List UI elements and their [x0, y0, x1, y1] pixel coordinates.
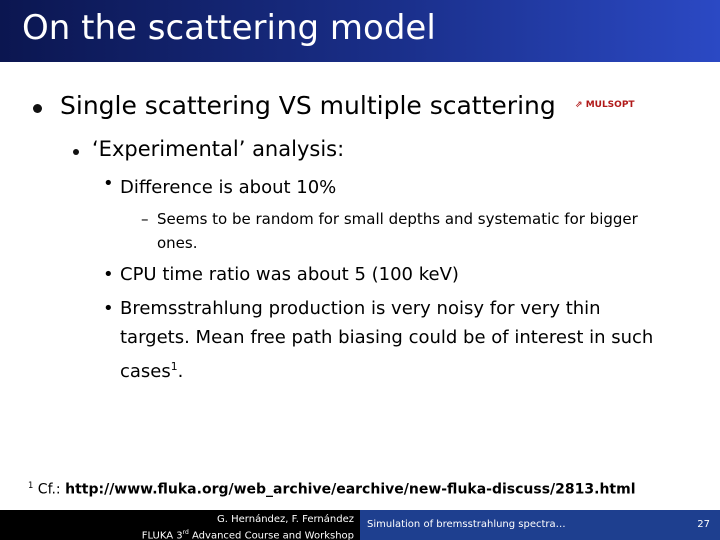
page-number: 27: [697, 519, 710, 530]
bullet: [73, 149, 79, 155]
title-bar: [0, 0, 720, 62]
bullet: •: [103, 264, 114, 285]
text: rd: [182, 529, 189, 536]
text: Advanced Course and Workshop: [188, 530, 354, 540]
bullet: •: [103, 298, 114, 319]
footer-right: Simulation of bremsstrahlung spectra… 27: [360, 510, 720, 540]
bullet-text: Difference is about 10%: [120, 177, 337, 198]
bullet: –: [141, 210, 149, 228]
text: Bremsstrahlung production is very noisy …: [120, 298, 654, 382]
text: FLUKA 3: [141, 530, 183, 540]
logo: ⇗ MULSOPT: [575, 100, 635, 110]
bullet-text: Bremsstrahlung production is very noisy …: [120, 294, 660, 386]
footnote-mark: 1: [28, 480, 34, 490]
footnote-url: http://www.fluka.org/web_archive/earchiv…: [65, 481, 636, 498]
bullet-text: ‘Experimental’ analysis:: [92, 137, 345, 161]
bullet-text: CPU time ratio was about 5 (100 keV): [120, 264, 459, 285]
bullet-text: Single scattering VS multiple scattering: [60, 91, 556, 120]
footer-title: Simulation of bremsstrahlung spectra…: [367, 519, 566, 530]
logo-text: MULSOPT: [585, 100, 635, 110]
footnote-prefix: Cf.:: [37, 481, 61, 498]
bullet-text: Seems to be random for small depths and …: [157, 210, 638, 252]
footnote: 1 Cf.: http://www.fluka.org/web_archive/…: [28, 480, 636, 498]
footnote-ref: 1: [170, 360, 178, 373]
footer-left: G. Hernández, F. Fernández FLUKA 3rd Adv…: [0, 510, 360, 540]
footer: G. Hernández, F. Fernández FLUKA 3rd Adv…: [0, 510, 720, 540]
text: .: [177, 361, 184, 382]
bullet: [33, 104, 42, 113]
bullet: •: [103, 173, 114, 194]
authors: G. Hernández, F. Fernández: [217, 514, 354, 525]
course: FLUKA 3rd Advanced Course and Workshop: [0, 526, 360, 540]
slide-title: On the scattering model: [22, 8, 436, 48]
